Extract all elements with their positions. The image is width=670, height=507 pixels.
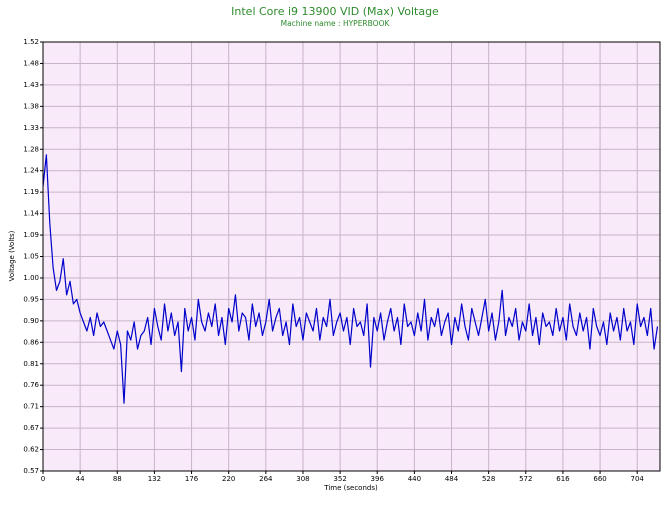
x-tick-label: 132 [148,475,161,483]
x-tick-label: 616 [556,475,570,483]
y-tick-label: 0.86 [23,338,39,346]
grid [42,41,660,472]
y-tick-label: 1.19 [23,188,39,196]
y-tick-label: 1.28 [23,145,39,153]
x-tick-label: 264 [259,475,273,483]
y-tick-label: 1.33 [23,124,39,132]
x-tick-label: 396 [371,475,385,483]
x-tick-label: 220 [222,475,235,483]
marks [42,154,659,404]
y-tick-label: 1.48 [23,59,39,67]
x-tick-label: 528 [482,475,495,483]
y-tick-label: 0.71 [23,403,39,411]
y-tick-label: 1.00 [23,274,39,282]
y-tick-label: 0.90 [23,317,39,325]
x-tick-label: 572 [519,475,532,483]
voltage-line [42,154,659,404]
x-tick-label: 44 [76,475,85,483]
y-axis-label: Voltage (Volts) [8,230,16,281]
y-tick-label: 1.52 [23,38,39,46]
y-tick-label: 1.09 [23,231,39,239]
y-tick-label: 1.05 [23,253,39,261]
y-tick-label: 1.14 [23,210,39,218]
y-tick-label: 1.38 [23,102,39,110]
x-tick-label: 440 [408,475,421,483]
y-tick-label: 0.62 [23,446,39,454]
y-tick-label: 0.57 [23,467,39,475]
x-tick-label: 704 [631,475,645,483]
x-tick-label: 176 [185,475,199,483]
x-tick-label: 88 [113,475,122,483]
y-tick-label: 1.43 [23,81,39,89]
y-tick-label: 1.24 [23,167,39,175]
chart-subtitle: Machine name : HYPERBOOK [281,19,391,28]
y-tick-label: 0.76 [23,381,39,389]
y-tick-label: 0.81 [23,360,39,368]
x-tick-label: 660 [593,475,606,483]
x-tick-label: 308 [296,475,309,483]
x-axis-label: Time (seconds) [323,484,378,492]
x-tick-label: 0 [41,475,45,483]
x-tick-label: 352 [333,475,346,483]
x-tick-label: 484 [445,475,459,483]
y-tick-label: 0.67 [23,424,39,432]
chart-title: Intel Core i9 13900 VID (Max) Voltage [231,5,439,18]
y-tick-label: 0.95 [23,295,39,303]
